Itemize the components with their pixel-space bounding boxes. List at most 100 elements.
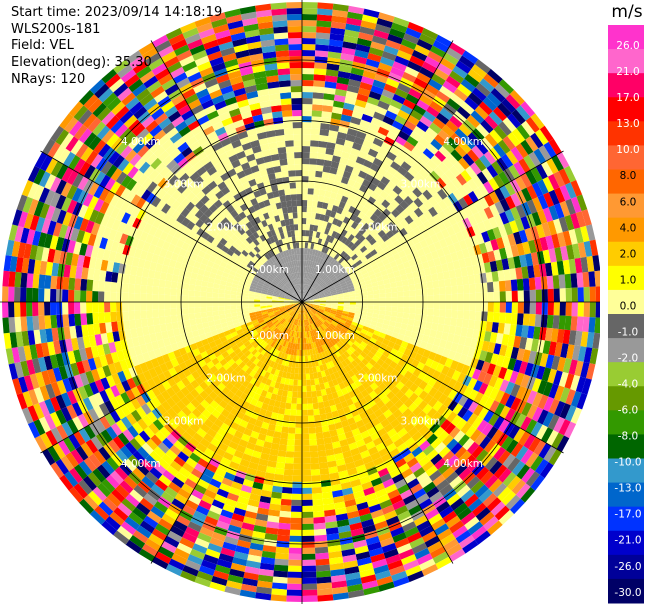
velocity-bin (11, 240, 21, 257)
velocity-bin (533, 440, 547, 456)
velocity-bin (348, 442, 358, 451)
velocity-bin (281, 311, 288, 317)
velocity-bin (201, 317, 209, 324)
velocity-bin (345, 197, 354, 206)
velocity-bin (262, 313, 269, 318)
velocity-bin (416, 99, 430, 111)
velocity-bin (548, 138, 562, 155)
velocity-bin (238, 317, 245, 323)
velocity-bin (570, 391, 582, 408)
velocity-bin (229, 518, 243, 528)
velocity-bin (366, 287, 374, 292)
velocity-bin (312, 268, 317, 275)
velocity-bin (288, 559, 302, 566)
velocity-bin (509, 89, 525, 106)
velocity-bin (326, 327, 332, 334)
velocity-bin (345, 23, 361, 32)
velocity-bin (2, 317, 10, 334)
velocity-bin (265, 391, 273, 399)
velocity-bin (250, 329, 257, 335)
velocity-bin (12, 209, 23, 226)
velocity-bin (302, 379, 307, 386)
velocity-bin (498, 366, 508, 380)
velocity-bin (272, 355, 278, 363)
velocity-bin (49, 192, 61, 208)
velocity-bin (266, 303, 273, 306)
velocity-bin (467, 214, 478, 227)
velocity-bin (393, 423, 404, 434)
velocity-bin (324, 277, 330, 284)
velocity-bin (387, 255, 396, 263)
velocity-bin (328, 340, 334, 348)
velocity-bin (464, 96, 479, 111)
velocity-bin (274, 310, 281, 315)
velocity-bin (147, 269, 156, 279)
velocity-bin (505, 195, 516, 210)
velocity-bin (418, 380, 428, 391)
velocity-bin (429, 422, 441, 434)
velocity-bin (501, 436, 514, 451)
velocity-bin (139, 520, 155, 534)
velocity-bin (541, 289, 548, 302)
velocity-bin (167, 530, 183, 543)
velocity-bin (554, 342, 563, 357)
velocity-bin (426, 105, 440, 118)
velocity-bin (525, 117, 540, 133)
velocity-bin (211, 251, 219, 259)
velocity-bin (372, 395, 382, 404)
velocity-bin (306, 293, 311, 298)
velocity-bin (187, 259, 196, 267)
velocity-bin (348, 589, 365, 599)
velocity-bin (267, 290, 274, 295)
velocity-bin (365, 344, 373, 352)
velocity-bin (458, 157, 470, 170)
velocity-bin (140, 293, 147, 302)
velocity-bin (326, 203, 334, 211)
velocity-bin (364, 394, 373, 403)
velocity-bin (317, 225, 323, 233)
velocity-bin (396, 151, 408, 162)
velocity-bin (295, 325, 299, 332)
velocity-bin (360, 450, 371, 459)
velocity-bin (400, 161, 412, 172)
velocity-bin (446, 137, 459, 150)
velocity-bin (218, 332, 226, 339)
velocity-bin (314, 540, 328, 548)
velocity-bin (168, 227, 178, 237)
velocity-bin (88, 182, 100, 196)
velocity-bin (322, 105, 333, 113)
velocity-bin (342, 425, 352, 434)
velocity-bin (215, 447, 226, 457)
velocity-bin (313, 298, 320, 301)
velocity-bin (311, 317, 316, 323)
velocity-bin (366, 128, 378, 138)
velocity-bin (324, 309, 331, 313)
velocity-bin (413, 488, 427, 500)
velocity-bin (247, 403, 256, 412)
velocity-bin (177, 410, 188, 421)
velocity-bin (307, 303, 314, 306)
velocity-bin (330, 27, 346, 36)
velocity-bin (130, 398, 141, 410)
velocity-bin (259, 355, 267, 363)
velocity-bin (418, 168, 430, 179)
velocity-bin (218, 399, 228, 409)
velocity-bin (137, 418, 149, 431)
velocity-bin (386, 212, 396, 222)
velocity-bin (329, 429, 338, 437)
velocity-bin (273, 292, 280, 296)
velocity-bin (297, 337, 301, 344)
velocity-bin (80, 442, 94, 458)
velocity-bin (123, 475, 138, 490)
velocity-bin (305, 284, 309, 291)
velocity-bin (246, 343, 253, 351)
velocity-bin (73, 241, 82, 255)
velocity-bin (415, 302, 422, 309)
velocity-bin (167, 243, 176, 253)
velocity-bin (278, 407, 286, 415)
velocity-bin (492, 312, 500, 323)
velocity-bin (442, 434, 454, 447)
velocity-bin (479, 78, 495, 93)
velocity-bin (347, 226, 355, 234)
velocity-bin (32, 315, 40, 331)
